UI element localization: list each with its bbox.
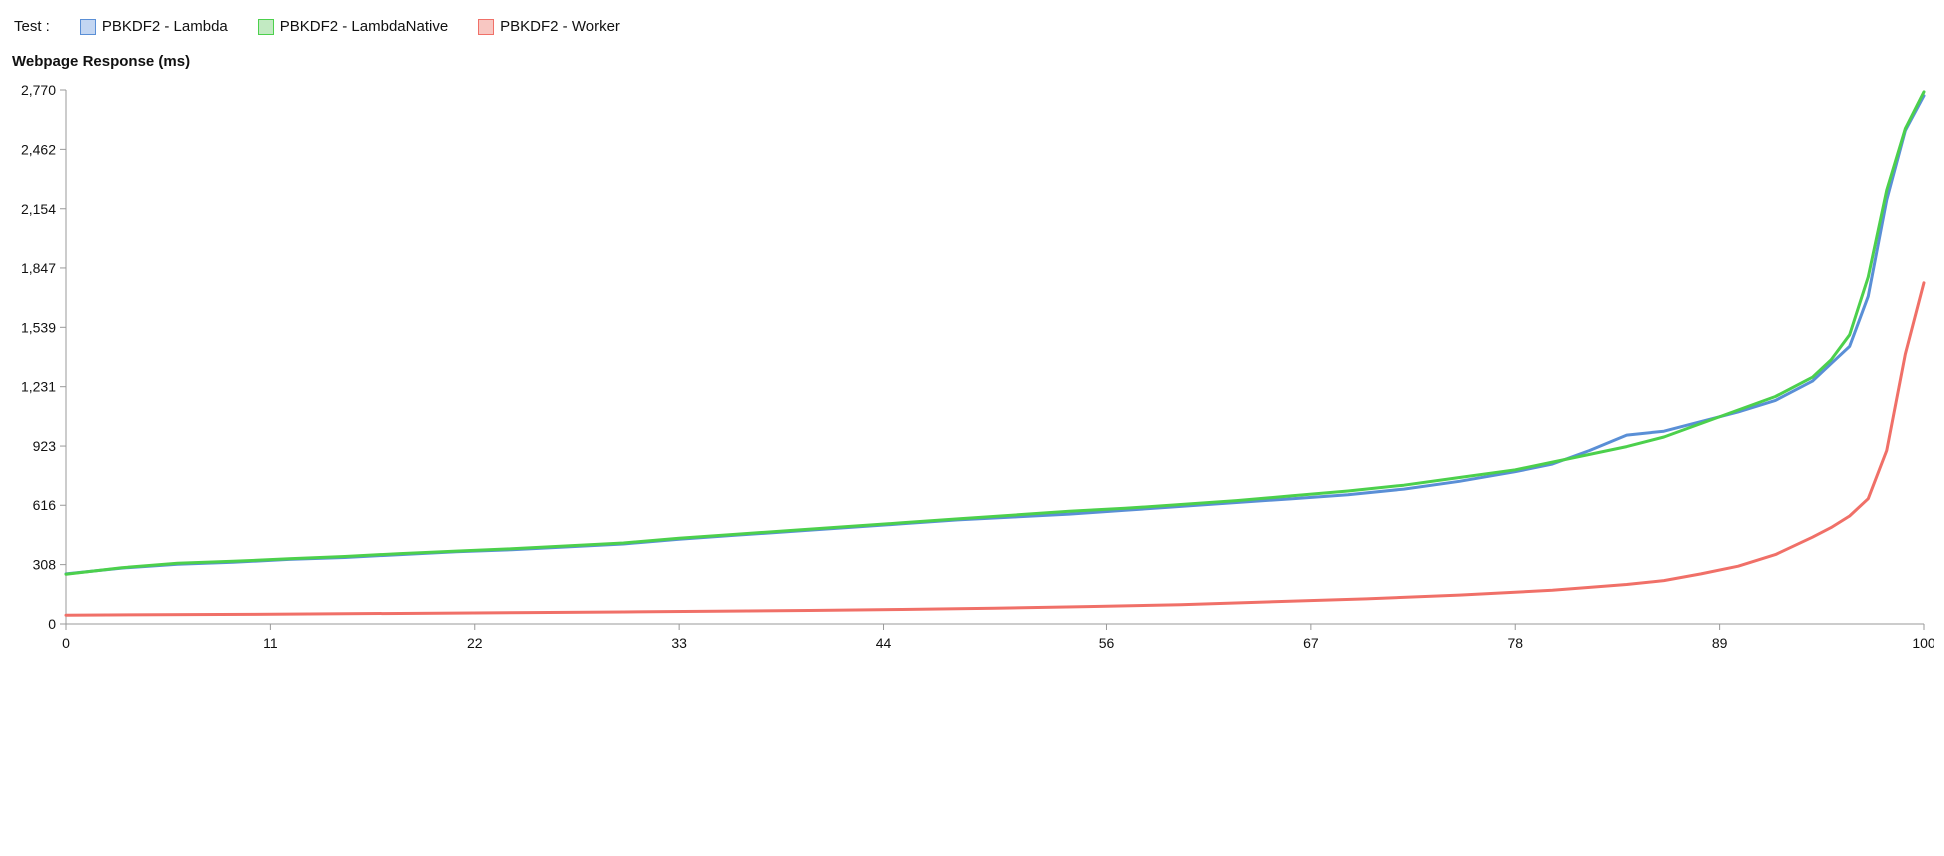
svg-text:100: 100 — [1912, 635, 1934, 651]
legend-label: PBKDF2 - Worker — [500, 18, 620, 35]
svg-text:56: 56 — [1099, 635, 1115, 651]
svg-text:1,847: 1,847 — [21, 260, 56, 276]
legend-item: PBKDF2 - LambdaNative — [258, 18, 448, 35]
legend-container: PBKDF2 - Lambda PBKDF2 - LambdaNative PBKD… — [80, 18, 650, 35]
svg-text:1,539: 1,539 — [21, 319, 56, 335]
legend-swatch — [80, 19, 96, 35]
legend-label: PBKDF2 - Lambda — [102, 18, 228, 35]
svg-text:923: 923 — [33, 438, 57, 454]
legend-item: PBKDF2 - Worker — [478, 18, 620, 35]
series-line — [66, 92, 1924, 574]
series-line — [66, 96, 1924, 574]
chart-area: 0 308 616 923 1,231 1,539 1,847 2,154 2,462 2,770… — [10, 80, 1934, 660]
svg-text:2,770: 2,770 — [21, 82, 56, 98]
svg-text:89: 89 — [1712, 635, 1728, 651]
svg-text:11: 11 — [263, 635, 278, 651]
svg-text:308: 308 — [33, 557, 57, 573]
svg-text:1,231: 1,231 — [21, 379, 56, 395]
svg-text:78: 78 — [1507, 635, 1523, 651]
svg-text:2,154: 2,154 — [21, 201, 56, 217]
svg-text:22: 22 — [467, 635, 483, 651]
svg-text:616: 616 — [33, 497, 57, 513]
legend-item: PBKDF2 - Lambda — [80, 18, 228, 35]
svg-text:67: 67 — [1303, 635, 1319, 651]
svg-text:0: 0 — [62, 635, 70, 651]
legend-swatch — [258, 19, 274, 35]
line-chart-svg: 0 308 616 923 1,231 1,539 1,847 2,154 2,462 2,770… — [10, 80, 1934, 660]
legend-label: PBKDF2 - LambdaNative — [280, 18, 448, 35]
legend-swatch — [478, 19, 494, 35]
svg-text:33: 33 — [671, 635, 687, 651]
legend-row: Test : PBKDF2 - Lambda PBKDF2 - LambdaNat… — [10, 10, 1934, 53]
test-label: Test : — [14, 18, 50, 35]
svg-text:0: 0 — [48, 616, 56, 632]
y-axis-title: Webpage Response (ms) — [10, 53, 1934, 80]
svg-text:2,462: 2,462 — [21, 141, 56, 157]
series-line — [66, 283, 1924, 616]
svg-text:44: 44 — [876, 635, 892, 651]
